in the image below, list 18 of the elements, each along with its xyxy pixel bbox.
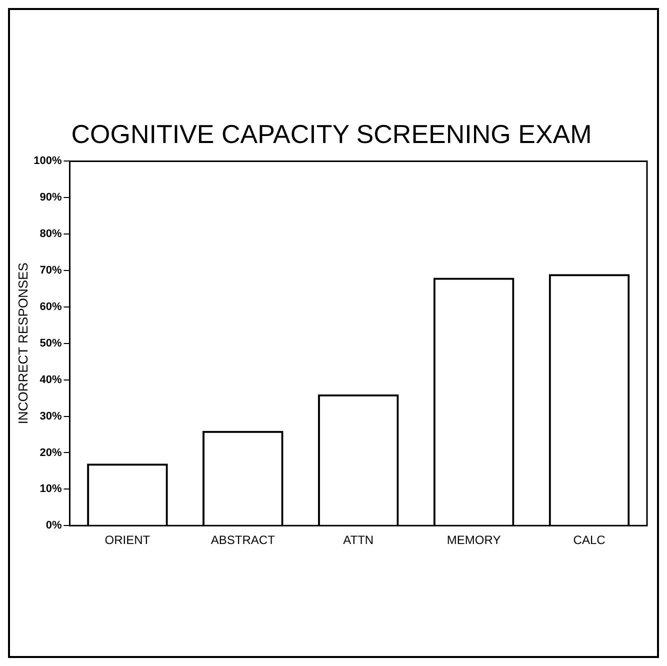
y-tick-label: 40% — [40, 374, 62, 386]
x-tick-label: CALC — [573, 533, 606, 548]
chart-title: COGNITIVE CAPACITY SCREENING EXAM — [71, 118, 592, 149]
y-tick-label: 30% — [40, 410, 62, 422]
x-tick-label: ABSTRACT — [210, 533, 276, 548]
y-tick-label: 60% — [40, 300, 62, 313]
y-tick-label: 0% — [46, 520, 62, 532]
x-tick-label: ATTN — [343, 533, 374, 548]
y-tick-label: 90% — [40, 192, 62, 204]
y-tick-label: 50% — [40, 337, 62, 350]
y-tick-label: 10% — [40, 483, 62, 496]
x-tick-label: ORIENT — [104, 533, 151, 548]
y-tick-label: 80% — [40, 228, 62, 240]
y-axis-title: INCORRECT RESPONSES — [15, 262, 30, 424]
x-tick-label: MEMORY — [446, 533, 501, 548]
y-tick-label: 70% — [40, 264, 62, 277]
y-tick-label: 100% — [34, 155, 62, 168]
y-tick-label: 20% — [40, 446, 62, 459]
